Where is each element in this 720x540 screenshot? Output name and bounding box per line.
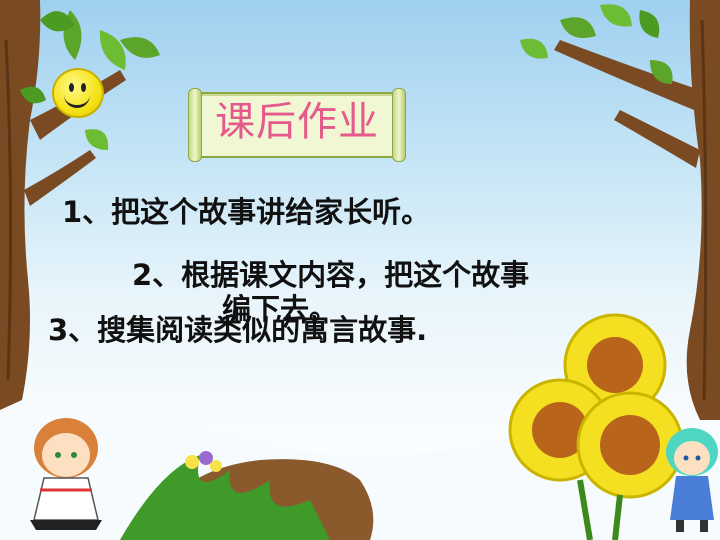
- assignment-item-2-line-2: 编下去。: [222, 292, 339, 326]
- scroll-roll-left: [188, 88, 202, 162]
- scroll-roll-right: [392, 88, 406, 162]
- right-tree: [520, 0, 720, 420]
- smiley-mouth: [64, 92, 90, 108]
- girl-left: [30, 418, 102, 530]
- smiley-eye-left: [69, 83, 74, 92]
- girl-right: [666, 428, 718, 532]
- grass: [120, 455, 330, 540]
- scroll-paper: [196, 92, 400, 158]
- title-scroll: 课后作业: [186, 86, 408, 162]
- assignment-item-2-line-1: 2、根据课文内容，把这个故事: [132, 258, 530, 292]
- assignment-item-3: 3、搜集阅读类似的寓言故事.: [48, 313, 428, 347]
- assignment-item-1: 1、把这个故事讲给家长听。: [62, 195, 431, 229]
- smiley-eye-right: [81, 83, 86, 92]
- smiley-face-icon: [52, 68, 104, 118]
- assignment-item-2: 2、根据课文内容，把这个故事 编下去。: [132, 258, 652, 326]
- page-title: 课后作业: [215, 99, 379, 145]
